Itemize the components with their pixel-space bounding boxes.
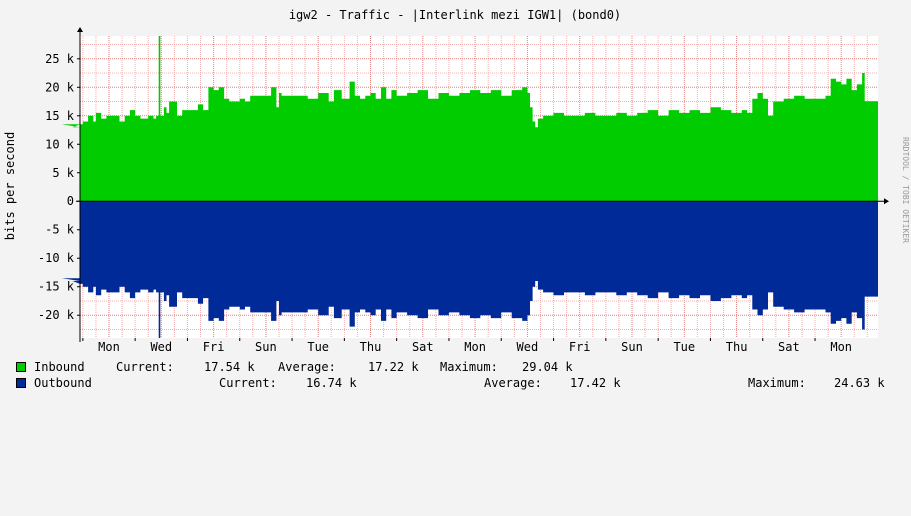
y-axis-label: bits per second	[3, 132, 17, 240]
legend-inbound-average: 17.22 k	[368, 360, 419, 374]
legend-outbound-name: Outbound	[34, 376, 92, 390]
y-tick-label: 25 k	[45, 52, 75, 66]
legend-outbound-current-label: Current:	[219, 376, 277, 390]
chart-canvas: igw2 - Traffic - |Interlink mezi IGW1| (…	[3, 8, 910, 390]
outbound-swatch	[16, 378, 26, 388]
y-tick-labels: 25 k 20 k 15 k 10 k 5 k 0 -5 k -10 k -15 k -20 k	[38, 52, 80, 322]
y-tick-label: 0	[67, 194, 74, 208]
legend-inbound: Inbound Current: 17.54 k Average: 17.22 …	[16, 360, 896, 374]
legend-outbound-average-label: Average:	[484, 376, 542, 390]
x-tick-label: Thu	[726, 340, 748, 354]
legend-outbound-current: 16.74 k	[306, 376, 357, 390]
y-tick-label: 5 k	[52, 166, 74, 180]
chart-svg: igw2 - Traffic - |Interlink mezi IGW1| (…	[3, 8, 910, 354]
x-tick-label: Sat	[778, 340, 800, 354]
x-tick-label: Thu	[360, 340, 382, 354]
x-tick-label: Wed	[150, 340, 172, 354]
y-tick-label: -15 k	[38, 280, 75, 294]
x-tick-label: Mon	[830, 340, 852, 354]
axes	[76, 27, 889, 342]
legend-inbound-average-label: Average:	[278, 360, 336, 374]
x-tick-label: Tue	[673, 340, 695, 354]
x-tick-labels: Mon Wed Fri Sun Tue Thu Sat Mon Wed Fri Sun Tue Thu S…	[82, 338, 852, 354]
x-tick-label: Sun	[255, 340, 277, 354]
x-tick-label: Sat	[412, 340, 434, 354]
x-tick-label: Tue	[307, 340, 329, 354]
chart-title: igw2 - Traffic - |Interlink mezi IGW1| (…	[289, 8, 621, 22]
x-tick-label: Fri	[203, 340, 225, 354]
inbound-swatch	[16, 362, 26, 372]
y-tick-label: 20 k	[45, 80, 75, 94]
y-tick-label: 10 k	[45, 137, 75, 151]
y-tick-label: -10 k	[38, 251, 75, 265]
x-tick-label: Sun	[621, 340, 643, 354]
legend-inbound-name: Inbound	[34, 360, 85, 374]
x-tick-label: Mon	[98, 340, 120, 354]
x-tick-label: Fri	[569, 340, 591, 354]
legend-inbound-maximum-label: Maximum:	[440, 360, 498, 374]
x-tick-label: Wed	[517, 340, 539, 354]
legend-outbound-maximum: 24.63 k	[834, 376, 885, 390]
data-areas	[61, 36, 878, 338]
y-axis-arrow	[77, 27, 83, 32]
watermark-text: RRDTOOL / TOBI OETIKER	[901, 137, 910, 243]
legend-outbound-maximum-label: Maximum:	[748, 376, 806, 390]
y-tick-label: -5 k	[45, 223, 75, 237]
y-tick-label: -20 k	[38, 308, 75, 322]
y-tick-label: 15 k	[45, 109, 75, 123]
legend-inbound-maximum: 29.04 k	[522, 360, 573, 374]
legend-outbound-average: 17.42 k	[570, 376, 621, 390]
inbound-area	[61, 36, 878, 202]
legend-outbound: Outbound Current: 16.74 k Average: 17.42…	[16, 376, 896, 390]
legend-inbound-current-label: Current:	[116, 360, 174, 374]
legend-inbound-current: 17.54 k	[204, 360, 255, 374]
x-axis-arrow	[884, 198, 889, 205]
x-tick-label: Mon	[464, 340, 486, 354]
outbound-area	[61, 201, 878, 338]
